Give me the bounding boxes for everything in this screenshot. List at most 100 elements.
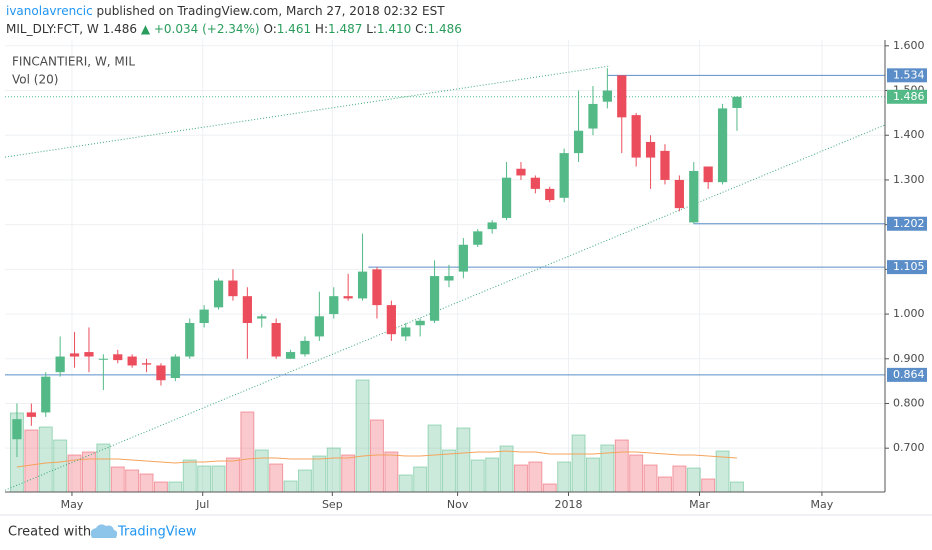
candle-body [631, 115, 641, 158]
last-price-box [887, 89, 927, 104]
volume-bar [485, 457, 500, 493]
volume-bar [729, 481, 744, 493]
volume-bar [341, 454, 356, 493]
candle-body [645, 141, 656, 158]
volume-bar [672, 465, 687, 493]
candle-body [185, 323, 195, 357]
candle-body [516, 168, 526, 176]
x-tick-label: Nov [447, 498, 469, 511]
candle-body [372, 269, 382, 306]
price-box-label: 0.864 [893, 368, 925, 381]
y-tick-label: 1.300 [893, 173, 925, 186]
volume-bar [600, 444, 615, 493]
author[interactable]: ivanolavrencic [6, 4, 93, 18]
change: ▲ +0.034 (+2.34%) [140, 22, 260, 36]
volume-bar [110, 466, 125, 493]
volume-bar [139, 473, 154, 493]
candle-body [573, 130, 584, 154]
candle-body [559, 153, 569, 198]
c-label: C: [415, 22, 428, 36]
l-label: L: [366, 22, 377, 36]
tv-logo[interactable] [90, 524, 118, 538]
candle-body [257, 316, 267, 319]
volume-bar [312, 455, 327, 493]
x-tick-label: May [61, 498, 84, 511]
price-box [887, 68, 927, 83]
candle-body [170, 356, 180, 378]
candle-body [84, 352, 94, 357]
o: 1.461 [276, 22, 312, 36]
h: 1.487 [328, 22, 363, 36]
volume-bar [225, 457, 240, 493]
y-tick-label: 1.000 [893, 307, 925, 320]
volume-bar [528, 461, 543, 493]
volume-bar [38, 426, 53, 493]
volume-bar [701, 478, 716, 493]
volume-bar [585, 457, 600, 493]
volume-bar [614, 439, 629, 493]
volume-bar [182, 459, 197, 493]
candle-body [314, 316, 324, 337]
volume-bar [254, 449, 269, 493]
symbol: MIL_DLY:FCT, W [6, 22, 99, 36]
h-label: H: [314, 22, 328, 36]
volume-bar [326, 447, 341, 493]
candle-body [55, 356, 65, 373]
candle-body [530, 177, 540, 189]
candle-body [98, 358, 108, 360]
volume-bar [427, 424, 442, 493]
candle-body [501, 177, 512, 218]
candle-body [271, 323, 281, 357]
candle-body [473, 231, 483, 245]
volume-bar [96, 443, 111, 493]
publish-line: ivanolavrencic published on TradingView.… [6, 4, 445, 18]
candle-body [357, 271, 368, 299]
volume-bar [398, 474, 413, 493]
candle-body [127, 356, 137, 366]
candle-body [415, 320, 425, 326]
volume-bar [557, 461, 572, 493]
y-tick-label: 0.900 [893, 352, 925, 365]
volume-bar [513, 464, 528, 493]
volume-bar [643, 464, 658, 493]
footer-brand[interactable]: TradingView [117, 525, 197, 540]
candle-body [199, 309, 209, 324]
volume-bar [240, 411, 255, 493]
candle-body [717, 108, 728, 183]
candle-body [213, 280, 224, 308]
y-tick-label: 1.400 [893, 128, 925, 141]
c: 1.486 [427, 22, 462, 36]
candle-body [660, 150, 670, 180]
candle-body [12, 419, 22, 440]
l: 1.410 [376, 22, 412, 36]
volume-bar [384, 451, 399, 493]
candle-body [458, 244, 468, 272]
volume-bar [197, 465, 212, 493]
candle-body [674, 179, 684, 209]
volume-bar [629, 454, 644, 493]
candle-body [602, 90, 612, 102]
price-box-label: 1.105 [893, 260, 925, 273]
footer-created: Created with [8, 525, 91, 540]
candle-body [141, 363, 152, 365]
volume-bar [297, 469, 312, 493]
candle-body [617, 75, 627, 118]
candle-body [156, 365, 166, 381]
volume-bar [81, 451, 96, 493]
x-tick-label: Mar [689, 498, 710, 511]
quote-line: MIL_DLY:FCT, W 1.486 ▲ +0.034 (+2.34%) O… [6, 22, 462, 36]
candle-body [300, 340, 310, 355]
volume-bar [53, 439, 68, 493]
candle-body [588, 103, 598, 129]
o-label: O: [263, 22, 277, 36]
candle-body [703, 166, 713, 183]
candle-body [41, 376, 51, 413]
x-tick-label: May [811, 498, 834, 511]
volume-bar [657, 476, 672, 493]
published: published on TradingView.com, March 27, … [96, 4, 445, 18]
volume-bar [542, 483, 557, 493]
volume-bar [153, 481, 168, 493]
candle-body [69, 353, 80, 357]
volume-bar [168, 481, 183, 493]
